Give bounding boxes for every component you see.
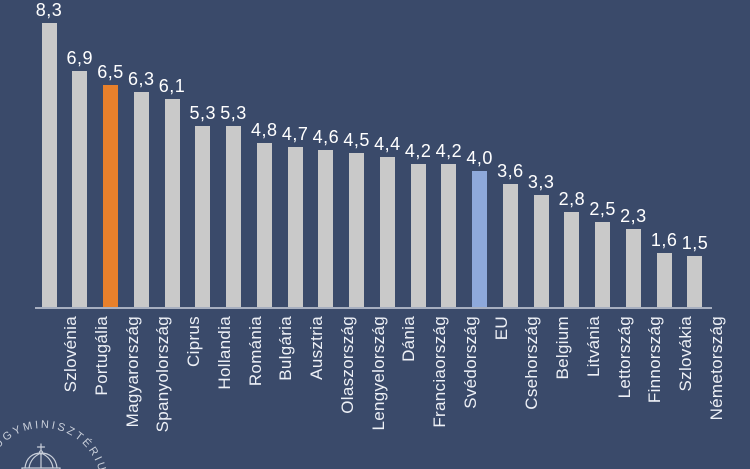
- category-label: Belgium: [553, 316, 573, 380]
- bar: [441, 164, 457, 308]
- bar: [103, 85, 119, 308]
- bar-value-label: 2,5: [589, 199, 616, 219]
- category-label: Ausztria: [307, 316, 327, 380]
- category-label: Franciaország: [430, 316, 450, 428]
- bar-value-label: 1,6: [650, 230, 678, 250]
- category-label: Németország: [706, 316, 726, 421]
- bar: [533, 195, 549, 308]
- crown-icon: [21, 443, 61, 469]
- bar-value-label: 5,3: [189, 103, 217, 123]
- bar-value-label: 5,3: [220, 103, 247, 123]
- bar-value-label: 2,3: [620, 206, 647, 226]
- bar: [41, 23, 57, 308]
- ministry-seal: PÉNZÜGYMINISZTÉRIUM: [0, 420, 125, 469]
- bar: [349, 153, 365, 308]
- bar: [595, 222, 611, 308]
- bar-value-label: 3,6: [497, 161, 524, 181]
- bar-value-label: 6,5: [97, 62, 124, 82]
- bar: [656, 253, 672, 308]
- bar: [256, 143, 272, 308]
- ministry-seal-graphic: PÉNZÜGYMINISZTÉRIUM: [0, 420, 108, 469]
- bar: [472, 171, 488, 308]
- bar: [687, 256, 703, 308]
- category-label: Ciprus: [184, 316, 204, 367]
- bar-value-label: 4,4: [374, 134, 401, 154]
- category-label: Olaszország: [337, 316, 357, 414]
- bar-value-label: 4,8: [251, 120, 278, 140]
- bar: [318, 150, 334, 308]
- bar: [72, 71, 88, 308]
- category-label: Spanyolország: [153, 316, 173, 433]
- bar-value-label: 4,5: [343, 130, 370, 150]
- category-label: EU: [491, 316, 511, 341]
- category-label: Lettország: [614, 316, 634, 399]
- bar: [379, 157, 395, 308]
- bar-value-label: 4,2: [435, 141, 463, 161]
- x-axis-line: [35, 307, 712, 309]
- category-label: Svédország: [460, 316, 480, 409]
- bar-value-label: 4,7: [281, 124, 309, 144]
- bar-value-label: 6,1: [158, 76, 186, 96]
- category-label: Szlovákia: [676, 316, 696, 392]
- bar-value-label: 4,2: [404, 141, 432, 161]
- bar-value-label: 2,8: [558, 189, 586, 209]
- bar: [625, 229, 641, 308]
- category-label: Lengyelország: [368, 316, 388, 431]
- bar: [502, 184, 518, 308]
- bar-value-label: 4,0: [466, 148, 493, 168]
- bar: [410, 164, 426, 308]
- bar-value-label: 1,5: [681, 233, 709, 253]
- bar: [226, 126, 242, 308]
- category-label: Hollandia: [214, 316, 234, 390]
- bar: [164, 99, 180, 308]
- bar: [564, 212, 580, 308]
- bar-value-label: 3,3: [527, 172, 555, 192]
- category-label: Csehország: [522, 316, 542, 410]
- bar-value-label: 8,3: [35, 0, 63, 20]
- category-label: Litvánia: [583, 316, 603, 377]
- bar-value-label: 6,9: [66, 48, 94, 68]
- bar-value-label: 6,3: [128, 69, 155, 89]
- category-label: Dánia: [399, 316, 419, 362]
- bar: [195, 126, 211, 308]
- category-label: Bulgária: [276, 316, 296, 381]
- bar: [133, 92, 149, 308]
- bar: [287, 147, 303, 308]
- bar-value-label: 4,6: [312, 127, 340, 147]
- category-label: Finnország: [645, 316, 665, 404]
- category-label: Románia: [245, 316, 265, 387]
